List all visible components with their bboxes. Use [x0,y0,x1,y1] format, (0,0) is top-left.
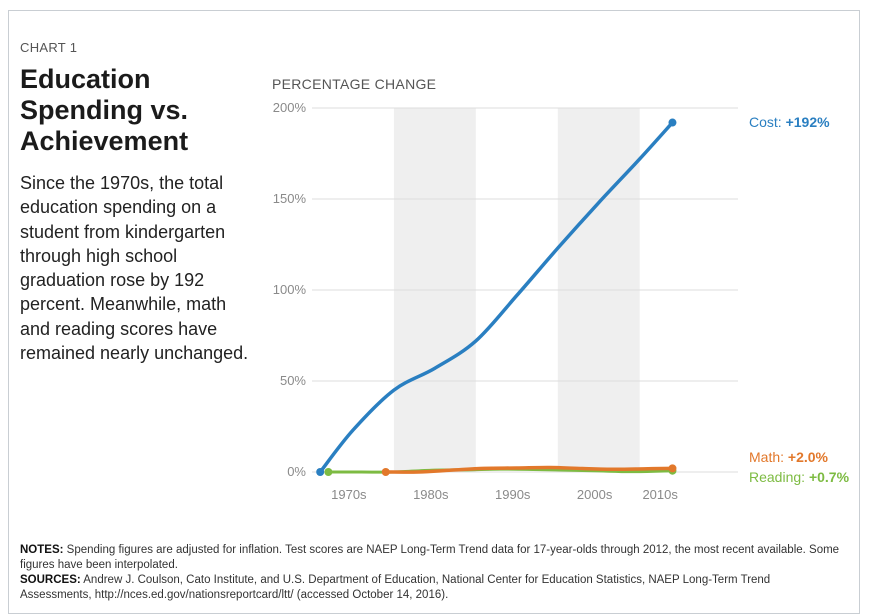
series-end-value: +2.0% [788,449,829,465]
chart-number: CHART 1 [20,40,78,55]
x-tick-label: 1980s [413,487,449,502]
y-tick-label: 100% [273,282,307,297]
series-label-reading: Reading: +0.7% [749,469,850,485]
chart-frame [8,10,860,614]
point-reading-start [324,468,333,476]
y-tick-label: 50% [280,373,306,388]
x-tick-label: 2000s [577,487,613,502]
series-end-value: +192% [786,114,831,130]
point-math-end [668,464,677,473]
series-end-value: +0.7% [809,469,850,485]
chart-footer: NOTES: Spending figures are adjusted for… [20,543,840,603]
chart-title: Education Spending vs. Achievement [20,64,189,156]
point-cost-start [316,468,325,476]
notes-text: Spending figures are adjusted for inflat… [20,544,840,571]
series-line-cost [318,120,675,474]
point-cost-end [668,118,677,127]
series-name: Cost: [749,114,786,130]
chart-description: Since the 1970s, the total education spe… [20,173,249,364]
y-tick-label: 200% [273,100,307,115]
sources-text: Andrew J. Coulson, Cato Institute, and U… [20,574,771,601]
series-name: Math: [749,449,788,465]
series-line-math [383,465,675,474]
series-name: Reading: [749,469,809,485]
x-tick-label: 2010s [642,487,678,502]
series-label-cost: Cost: +192% [749,114,830,130]
x-tick-label: 1990s [495,487,531,502]
notes-label: NOTES: [20,544,64,556]
y-axis-label: PERCENTAGE CHANGE [272,76,436,92]
y-tick-label: 150% [273,191,307,206]
x-tick-label: 1970s [331,487,367,502]
point-math-start [381,468,390,476]
series-label-math: Math: +2.0% [749,449,829,465]
sources-label: SOURCES: [20,574,81,586]
y-tick-label: 0% [287,464,306,479]
